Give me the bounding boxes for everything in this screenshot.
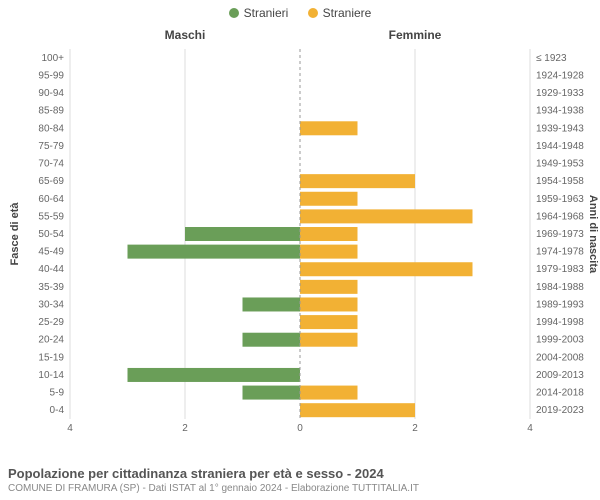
birth-label: 2004-2008: [536, 352, 584, 363]
birth-label: 1934-1938: [536, 106, 584, 117]
y-axis-right-title: Anni di nascita: [587, 195, 599, 274]
legend-label-male: Stranieri: [244, 6, 289, 20]
birth-label: 1974-1978: [536, 247, 584, 258]
bar-female: [300, 262, 473, 276]
birth-label: 1989-1993: [536, 299, 584, 310]
age-label: 60-64: [38, 194, 64, 205]
legend-swatch-male: [229, 8, 239, 18]
bar-female: [300, 386, 358, 400]
age-label: 85-89: [38, 106, 64, 117]
birth-label: 1929-1933: [536, 88, 584, 99]
bar-female: [300, 245, 358, 259]
legend-item-male: Stranieri: [229, 6, 289, 20]
age-label: 80-84: [38, 123, 64, 134]
birth-label: 1924-1928: [536, 70, 584, 81]
bar-female: [300, 333, 358, 347]
legend-label-female: Straniere: [323, 6, 372, 20]
bar-female: [300, 174, 415, 188]
birth-label: 2019-2023: [536, 405, 584, 416]
age-label: 5-9: [50, 388, 65, 399]
x-tick-label: 2: [412, 423, 418, 434]
header-male: Maschi: [165, 28, 206, 42]
age-label: 10-14: [38, 370, 64, 381]
age-label: 65-69: [38, 176, 64, 187]
bar-female: [300, 280, 358, 294]
birth-label: 1994-1998: [536, 317, 584, 328]
birth-label: 1949-1953: [536, 159, 584, 170]
age-label: 40-44: [38, 264, 64, 275]
x-tick-label: 4: [527, 423, 533, 434]
y-axis-left-title: Fasce di età: [9, 202, 21, 266]
chart-subtitle: COMUNE DI FRAMURA (SP) - Dati ISTAT al 1…: [8, 483, 419, 494]
bar-male: [185, 227, 300, 241]
age-label: 70-74: [38, 159, 64, 170]
x-tick-label: 4: [67, 423, 73, 434]
age-label: 75-79: [38, 141, 64, 152]
header-female: Femmine: [389, 28, 442, 42]
chart-title: Popolazione per cittadinanza straniera p…: [8, 466, 419, 481]
x-tick-label: 2: [182, 423, 188, 434]
age-label: 25-29: [38, 317, 64, 328]
birth-label: 1999-2003: [536, 335, 584, 346]
birth-label: 2014-2018: [536, 388, 584, 399]
birth-label: 1969-1973: [536, 229, 584, 240]
legend-item-female: Straniere: [308, 6, 372, 20]
bar-male: [243, 297, 301, 311]
bar-female: [300, 209, 473, 223]
age-label: 100+: [41, 53, 64, 64]
age-label: 55-59: [38, 211, 64, 222]
birth-label: ≤ 1923: [536, 53, 567, 64]
birth-label: 1964-1968: [536, 211, 584, 222]
bar-female: [300, 403, 415, 417]
age-label: 30-34: [38, 299, 64, 310]
bar-female: [300, 121, 358, 135]
age-label: 20-24: [38, 335, 64, 346]
birth-label: 1954-1958: [536, 176, 584, 187]
bar-female: [300, 192, 358, 206]
legend-swatch-female: [308, 8, 318, 18]
birth-label: 1979-1983: [536, 264, 584, 275]
x-tick-label: 0: [297, 423, 303, 434]
bar-female: [300, 227, 358, 241]
age-label: 45-49: [38, 247, 64, 258]
bar-male: [243, 386, 301, 400]
age-label: 15-19: [38, 352, 64, 363]
age-label: 95-99: [38, 70, 64, 81]
birth-label: 2009-2013: [536, 370, 584, 381]
legend: Stranieri Straniere: [0, 0, 600, 21]
birth-label: 1944-1948: [536, 141, 584, 152]
bar-female: [300, 315, 358, 329]
pyramid-chart: Maschi Femmine 0 2 2 4 4 100+ ≤ 1923 95-99 1924-19…: [0, 21, 600, 441]
age-label: 90-94: [38, 88, 64, 99]
age-label: 50-54: [38, 229, 64, 240]
bar-male: [128, 245, 301, 259]
bar-male: [243, 333, 301, 347]
bar-male: [128, 368, 301, 382]
age-label: 0-4: [50, 405, 65, 416]
birth-label: 1959-1963: [536, 194, 584, 205]
birth-label: 1939-1943: [536, 123, 584, 134]
age-label: 35-39: [38, 282, 64, 293]
bar-female: [300, 297, 358, 311]
birth-label: 1984-1988: [536, 282, 584, 293]
chart-footer: Popolazione per cittadinanza straniera p…: [8, 466, 419, 494]
